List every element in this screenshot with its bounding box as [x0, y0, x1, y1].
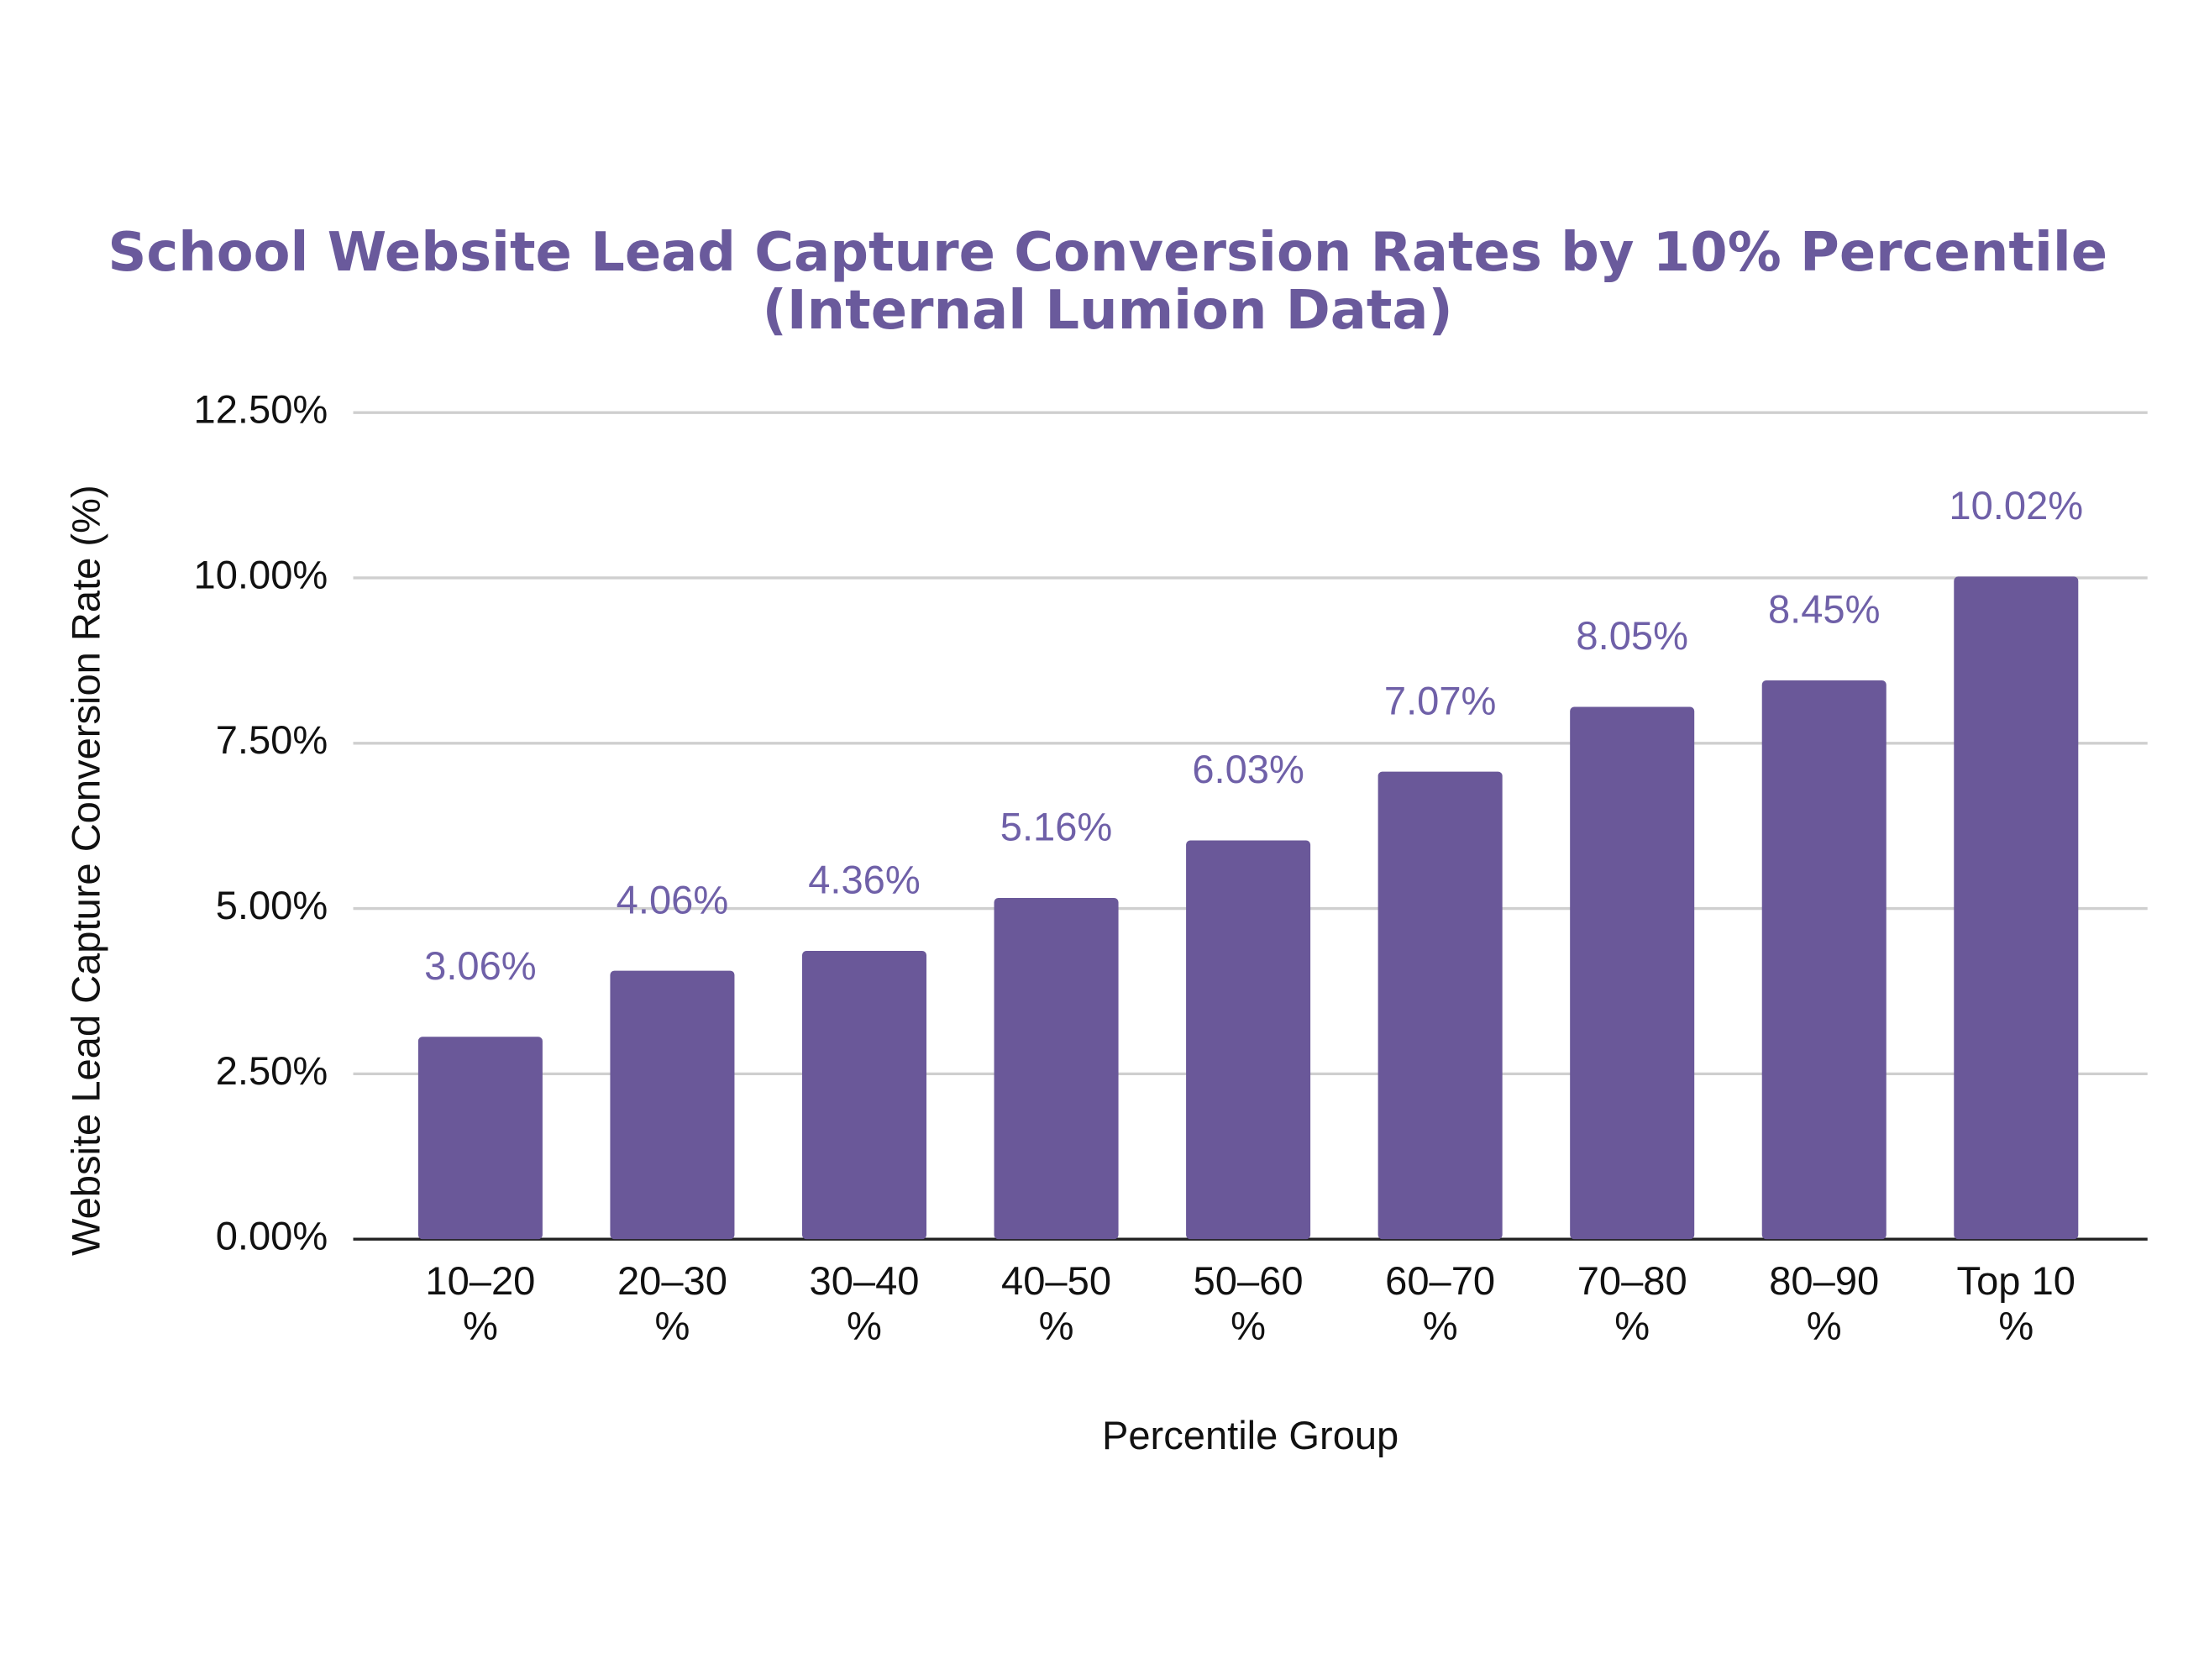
- value-label: 5.16%: [1000, 805, 1113, 849]
- value-label: 8.05%: [1576, 613, 1687, 658]
- x-tick-label-box: Top 10 %: [1956, 1258, 2075, 1348]
- x-tick-label: 70–80 %: [1577, 1258, 1687, 1348]
- chart-subtitle: (Internal Lumion Data): [763, 280, 1453, 342]
- y-tick-label: 2.50%: [216, 1048, 328, 1093]
- x-tick-label: 60–70 %: [1385, 1258, 1496, 1348]
- bar: [1378, 771, 1503, 1240]
- x-tick-label-box: 60–70 %: [1385, 1258, 1496, 1348]
- value-label: 4.06%: [617, 877, 729, 921]
- y-tick-label: 7.50%: [216, 717, 328, 762]
- value-label: 7.07%: [1384, 678, 1497, 722]
- x-tick-label: Top 10 %: [1956, 1258, 2075, 1348]
- chart-title: School Website Lead Capture Conversion R…: [108, 222, 2107, 284]
- bar: [1954, 576, 2079, 1240]
- y-tick-label: 10.00%: [194, 552, 328, 596]
- x-tick-label-box: 10–20 %: [425, 1258, 536, 1348]
- value-label: 10.02%: [1949, 483, 2083, 528]
- x-tick-label-box: 80–90 %: [1769, 1258, 1880, 1348]
- y-tick-label: 12.50%: [194, 387, 328, 432]
- bar: [994, 897, 1119, 1240]
- x-tick-label: 30–40 %: [809, 1258, 920, 1348]
- y-tick-label: 0.00%: [216, 1214, 328, 1258]
- x-axis-title: Percentile Group: [1102, 1413, 1398, 1457]
- x-tick-label-box: 20–30 %: [617, 1258, 727, 1348]
- value-label: 4.36%: [808, 858, 921, 902]
- bar: [1186, 840, 1311, 1240]
- bar: [610, 970, 735, 1240]
- x-tick-label-box: 50–60 %: [1193, 1258, 1304, 1348]
- x-tick-label: 40–50 %: [1001, 1258, 1112, 1348]
- value-label: 6.03%: [1192, 747, 1304, 791]
- x-tick-label-box: 40–50 %: [1001, 1258, 1112, 1348]
- x-tick-label-box: 30–40 %: [809, 1258, 920, 1348]
- x-tick-label: 10–20 %: [425, 1258, 536, 1348]
- x-tick-label: 20–30 %: [617, 1258, 727, 1348]
- y-tick-label: 5.00%: [216, 883, 328, 927]
- value-label: 3.06%: [424, 943, 536, 988]
- x-tick-label: 50–60 %: [1193, 1258, 1304, 1348]
- bar: [1761, 680, 1887, 1240]
- x-tick-label: 80–90 %: [1769, 1258, 1880, 1348]
- bar: [1570, 706, 1695, 1240]
- y-axis-title: Website Lead Capture Conversion Rate (%): [63, 485, 108, 1256]
- x-tick-label-box: 70–80 %: [1577, 1258, 1687, 1348]
- value-label: 8.45%: [1768, 587, 1880, 632]
- bar: [801, 950, 927, 1240]
- bar: [417, 1037, 543, 1240]
